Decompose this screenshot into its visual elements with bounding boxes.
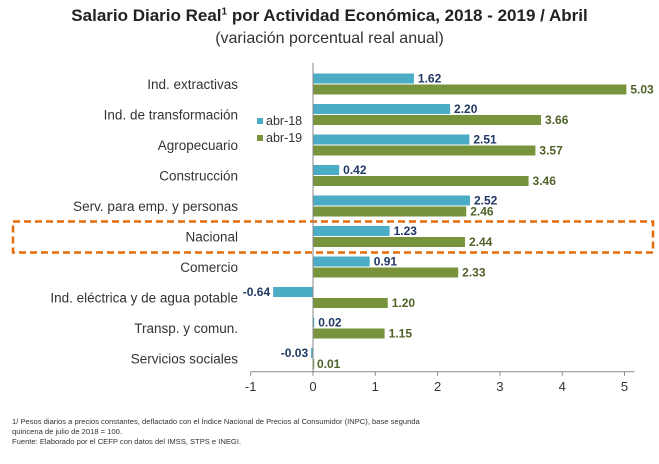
bar-abr-19-servicios-sociales: [313, 359, 315, 369]
data-label-abr-18-transp-y-comun: 0.02: [318, 316, 342, 330]
bar-abr-19-serv-para-emp-y-personas: [313, 206, 467, 217]
bar-abr-18-agropecuario: [313, 134, 470, 145]
data-label-abr-19-agropecuario: 3.57: [539, 144, 563, 158]
category-label-ind-de-transformacion: Ind. de transformación: [104, 108, 238, 123]
bar-abr-18-comercio: [313, 256, 370, 267]
x-tick-label-0: 0: [309, 379, 316, 394]
x-tick-label-5: 5: [621, 379, 628, 394]
bar-abr-19-ind-de-transformacion: [313, 115, 542, 125]
highlight-box-nacional: [11, 220, 655, 254]
data-label-abr-18-agropecuario: 2.51: [473, 133, 497, 147]
category-label-transp-y-comun: Transp. y comun.: [134, 321, 238, 336]
category-label-ind-electrica-y-de-agua-potable: Ind. eléctrica y de agua potable: [50, 291, 238, 306]
bar-abr-18-ind-extractivas: [313, 73, 414, 84]
x-tick-label-4: 4: [559, 379, 566, 394]
data-label-abr-19-construccion: 3.46: [533, 174, 557, 188]
legend-label-abr-18: abr-18: [266, 114, 302, 128]
bar-abr-19-construccion: [313, 176, 529, 186]
x-tick-label-3: 3: [496, 379, 503, 394]
chart-title-footnote-mark: 1: [221, 6, 228, 18]
footnote-line-1: 1/ Pesos diarios a precios constantes, d…: [12, 417, 420, 426]
bar-abr-18-construccion: [313, 165, 340, 175]
bar-abr-18-nacional: [313, 226, 390, 236]
category-label-serv-para-emp-y-personas: Serv. para emp. y personas: [73, 199, 238, 214]
data-label-abr-19-servicios-sociales: 0.01: [317, 357, 341, 371]
x-tick-label-neg1: -1: [245, 379, 257, 394]
bar-abr-19-ind-electrica-y-de-agua-potable: [313, 298, 388, 308]
footnote-line-2: quincena de julio de 2018 = 100.: [12, 427, 122, 436]
x-tick-label-2: 2: [434, 379, 441, 394]
legend-swatch-abr-19: [257, 135, 263, 141]
data-label-abr-19-ind-electrica-y-de-agua-potable: 1.20: [392, 296, 416, 310]
bar-abr-19-transp-y-comun: [313, 328, 385, 339]
bar-abr-18-ind-electrica-y-de-agua-potable: [273, 287, 313, 297]
data-label-abr-18-servicios-sociales: -0.03: [281, 346, 309, 360]
legend-swatch-abr-18: [257, 118, 263, 124]
data-label-abr-18-comercio: 0.91: [374, 255, 398, 269]
chart-subtitle: (variación porcentual real anual): [215, 30, 444, 47]
bar-abr-19-agropecuario: [313, 145, 536, 156]
legend-label-abr-19: abr-19: [266, 131, 302, 145]
bar-abr-18-ind-de-transformacion: [313, 104, 451, 114]
bar-abr-19-comercio: [313, 267, 459, 278]
bar-abr-18-servicios-sociales: [311, 348, 313, 358]
category-label-comercio: Comercio: [180, 260, 238, 275]
data-label-abr-19-comercio: 2.33: [462, 266, 486, 280]
bar-abr-18-serv-para-emp-y-personas: [313, 195, 470, 206]
data-label-abr-18-ind-extractivas: 1.62: [418, 72, 442, 86]
data-label-abr-19-nacional: 2.44: [469, 235, 493, 249]
chart-title: Salario Diario Real1 por Actividad Econó…: [0, 6, 659, 26]
footnote-source: Fuente: Elaborado por el CEFP con datos …: [12, 437, 242, 446]
category-label-servicios-sociales: Servicios sociales: [131, 352, 239, 367]
data-label-abr-19-ind-extractivas: 5.03: [630, 83, 654, 97]
footnotes: 1/ Pesos diarios a precios constantes, d…: [12, 417, 652, 447]
data-label-abr-19-ind-de-transformacion: 3.66: [545, 113, 569, 127]
bar-abr-19-nacional: [313, 237, 466, 247]
category-label-nacional: Nacional: [185, 230, 238, 245]
data-label-abr-19-serv-para-emp-y-personas: 2.46: [470, 205, 494, 219]
bar-chart: Ind. extractivas 1.62 5.03 Ind. de transfor…: [11, 62, 655, 394]
data-label-abr-18-ind-de-transformacion: 2.20: [454, 102, 478, 116]
category-label-ind-extractivas: Ind. extractivas: [147, 77, 238, 92]
category-label-construccion: Construcción: [159, 169, 238, 184]
category-label-agropecuario: Agropecuario: [158, 138, 238, 153]
data-label-abr-18-nacional: 1.23: [394, 224, 418, 238]
bar-abr-18-transp-y-comun: [313, 317, 315, 328]
data-label-abr-18-serv-para-emp-y-personas: 2.52: [474, 194, 498, 208]
chart-title-text: Salario Diario Real: [71, 6, 222, 25]
chart-title-rest: por Actividad Económica, 2018 - 2019 / A…: [227, 6, 588, 25]
data-label-abr-18-construccion: 0.42: [343, 163, 367, 177]
bar-abr-19-ind-extractivas: [313, 84, 627, 95]
data-label-abr-19-transp-y-comun: 1.15: [389, 327, 413, 341]
data-label-abr-18-ind-electrica-y-de-agua-potable: -0.64: [243, 285, 271, 299]
x-tick-label-1: 1: [372, 379, 379, 394]
